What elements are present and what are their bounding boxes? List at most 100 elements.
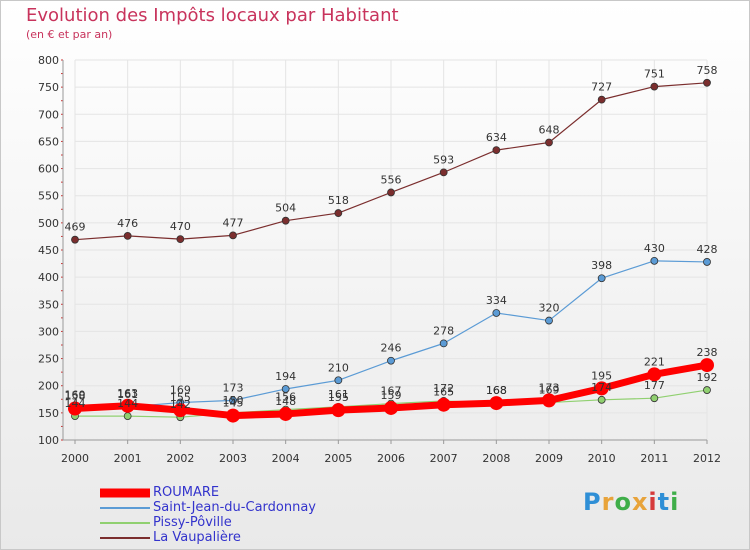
data-label: 177 xyxy=(644,379,665,392)
data-point xyxy=(229,396,237,405)
data-label: 278 xyxy=(433,324,454,337)
data-point xyxy=(123,231,132,240)
data-point xyxy=(120,398,135,413)
y-tick-label: 750 xyxy=(38,81,59,94)
data-label: 159 xyxy=(381,389,402,402)
y-tick-label: 400 xyxy=(38,271,59,284)
data-label: 150 xyxy=(223,394,244,407)
data-label: 210 xyxy=(328,361,349,374)
data-point xyxy=(597,274,606,283)
data-point xyxy=(492,309,501,317)
data-point xyxy=(281,385,290,393)
data-label: 163 xyxy=(117,387,138,400)
y-tick-label: 500 xyxy=(38,217,59,230)
data-point xyxy=(173,403,188,418)
data-label: 156 xyxy=(275,391,296,404)
x-tick-label: 2012 xyxy=(693,452,721,465)
data-point xyxy=(647,367,662,382)
data-label: 174 xyxy=(591,381,612,394)
legend-label: ROUMARE xyxy=(153,485,220,500)
data-label: 160 xyxy=(65,388,86,401)
data-label: 169 xyxy=(170,384,191,397)
legend-swatch xyxy=(100,536,150,539)
data-label: 556 xyxy=(381,173,402,186)
data-label: 155 xyxy=(170,391,191,404)
data-point xyxy=(703,386,711,394)
data-point xyxy=(71,235,79,244)
y-tick-label: 600 xyxy=(38,163,59,176)
data-label: 172 xyxy=(433,382,454,395)
legend-swatch xyxy=(100,521,150,524)
data-point xyxy=(594,381,609,396)
y-tick-label: 100 xyxy=(38,434,59,447)
data-label: 320 xyxy=(539,302,560,315)
data-point xyxy=(334,209,343,217)
data-label: 593 xyxy=(433,153,454,166)
data-label: 168 xyxy=(486,384,507,397)
series-3 xyxy=(71,78,711,244)
data-label: 142 xyxy=(170,398,191,411)
x-tick-label: 2005 xyxy=(324,452,352,465)
data-point xyxy=(650,394,659,403)
data-point xyxy=(331,403,346,418)
x-tick-label: 2003 xyxy=(219,452,247,465)
data-label: 758 xyxy=(697,64,718,77)
y-tick-label: 650 xyxy=(38,135,59,148)
x-tick-label: 2002 xyxy=(166,452,194,465)
data-point xyxy=(278,406,293,421)
data-label: 428 xyxy=(697,243,718,256)
data-label: 161 xyxy=(117,388,138,401)
data-label: 192 xyxy=(697,371,718,384)
data-point xyxy=(176,235,185,244)
y-tick-label: 150 xyxy=(38,407,59,420)
data-point xyxy=(545,316,553,325)
data-point xyxy=(281,216,290,225)
data-label: 168 xyxy=(486,384,507,397)
x-tick-label: 2008 xyxy=(482,452,510,465)
data-point xyxy=(123,412,132,421)
data-point xyxy=(439,339,448,348)
x-tick-label: 2006 xyxy=(377,452,405,465)
data-point xyxy=(492,146,501,155)
y-tick-label: 250 xyxy=(38,353,59,366)
data-point xyxy=(650,256,659,265)
series-0 xyxy=(68,358,714,423)
x-tick-label: 2000 xyxy=(61,452,89,465)
data-point xyxy=(703,78,711,87)
data-label: 477 xyxy=(223,216,244,229)
data-label: 751 xyxy=(644,68,665,81)
data-label: 194 xyxy=(275,370,296,383)
data-label: 238 xyxy=(697,346,718,359)
data-label: 195 xyxy=(591,369,612,382)
legend-swatch xyxy=(100,488,150,497)
data-label: 165 xyxy=(433,386,454,399)
data-label: 221 xyxy=(644,355,665,368)
data-label: 155 xyxy=(328,391,349,404)
legend-label: Pissy-Pôville xyxy=(153,515,232,530)
data-point xyxy=(229,231,237,240)
data-point xyxy=(700,358,714,373)
data-label: 470 xyxy=(170,220,191,233)
x-tick-label: 2004 xyxy=(272,452,300,465)
data-label: 334 xyxy=(486,294,507,307)
chart-title: Evolution des Impôts locaux par Habitant xyxy=(26,5,399,26)
x-tick-label: 2010 xyxy=(588,452,616,465)
y-tick-label: 300 xyxy=(38,325,59,338)
legend-label: Saint-Jean-du-Cardonnay xyxy=(153,500,316,515)
data-label: 161 xyxy=(328,388,349,401)
data-label: 504 xyxy=(275,202,296,215)
data-label: 169 xyxy=(539,384,560,397)
data-label: 167 xyxy=(381,385,402,398)
x-tick-label: 2009 xyxy=(535,452,563,465)
y-tick-label: 200 xyxy=(38,380,59,393)
y-tick-label: 350 xyxy=(38,298,59,311)
x-tick-label: 2007 xyxy=(430,452,458,465)
data-point xyxy=(439,168,448,177)
data-label: 144 xyxy=(117,397,138,410)
data-point xyxy=(597,395,606,404)
data-point xyxy=(650,82,659,91)
data-label: 648 xyxy=(539,124,560,137)
data-point xyxy=(384,400,398,415)
